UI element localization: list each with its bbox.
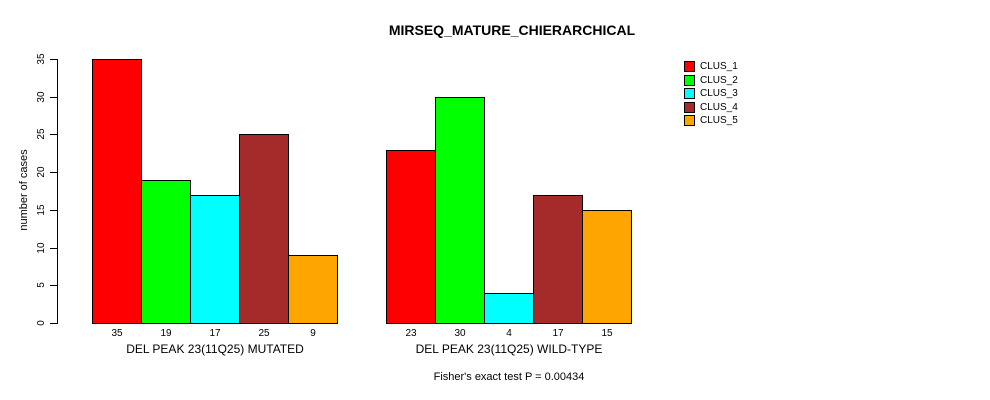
legend-swatch-CLUS_5	[684, 115, 695, 127]
legend: CLUS_1 CLUS_2 CLUS_3 CLUS_4 CLUS_5	[684, 60, 738, 128]
y-tick-label: 25	[36, 128, 47, 140]
y-tick-mark	[50, 210, 57, 211]
group-label: DEL PEAK 23(11Q25) WILD-TYPE	[415, 342, 603, 356]
legend-label: CLUS_2	[700, 74, 738, 86]
y-tick-label: 5	[36, 282, 47, 289]
y-tick-label: 30	[36, 91, 47, 103]
legend-swatch-CLUS_2	[684, 74, 695, 86]
bar-CLUS_2	[141, 179, 191, 324]
legend-label: CLUS_5	[700, 115, 738, 127]
y-tick-mark	[50, 248, 57, 249]
y-tick-mark	[50, 59, 57, 60]
bar-CLUS_3	[190, 194, 240, 324]
bar-CLUS_5	[288, 255, 338, 324]
y-tick-mark	[50, 172, 57, 173]
bar-value-label: 25	[258, 328, 270, 339]
bar-value-label: 35	[111, 328, 123, 339]
bar-CLUS_4	[533, 194, 583, 324]
footnote: Fisher's exact test P = 0.00434	[433, 371, 585, 383]
bar-CLUS_2	[435, 96, 485, 324]
y-tick-mark	[50, 134, 57, 135]
y-axis-line	[57, 59, 58, 324]
y-tick-mark	[50, 285, 57, 286]
bar-value-label: 4	[506, 328, 512, 339]
bar-value-label: 17	[209, 328, 221, 339]
legend-item: CLUS_2	[684, 74, 738, 88]
legend-swatch-CLUS_1	[684, 61, 695, 73]
bar-value-label: 19	[160, 328, 172, 339]
legend-label: CLUS_3	[700, 88, 738, 100]
bar-CLUS_1	[92, 59, 142, 324]
legend-item: CLUS_1	[684, 60, 738, 74]
legend-item: CLUS_4	[684, 101, 738, 115]
bar-value-label: 17	[552, 328, 564, 339]
bar-CLUS_1	[386, 149, 436, 324]
legend-item: CLUS_5	[684, 114, 738, 128]
bar-CLUS_4	[239, 134, 289, 324]
bar-CLUS_3	[484, 292, 534, 324]
bar-value-label: 9	[310, 328, 316, 339]
legend-swatch-CLUS_3	[684, 88, 695, 100]
bar-value-label: 23	[405, 328, 417, 339]
y-tick-mark	[50, 323, 57, 324]
y-tick-label: 15	[36, 204, 47, 216]
legend-label: CLUS_4	[700, 101, 738, 113]
y-tick-label: 10	[36, 242, 47, 254]
group-label: DEL PEAK 23(11Q25) MUTATED	[126, 342, 304, 356]
chart-title: MIRSEQ_MATURE_CHIERARCHICAL	[388, 22, 636, 38]
bar-CLUS_5	[582, 209, 632, 324]
legend-label: CLUS_1	[700, 61, 738, 73]
legend-swatch-CLUS_4	[684, 101, 695, 113]
bar-value-label: 15	[601, 328, 613, 339]
y-tick-label: 0	[36, 320, 47, 326]
y-tick-mark	[50, 97, 57, 98]
bar-value-label: 30	[454, 328, 466, 339]
y-tick-label: 35	[36, 53, 47, 65]
y-axis-label: number of cases	[18, 149, 30, 231]
legend-item: CLUS_3	[684, 87, 738, 101]
y-tick-label: 20	[36, 166, 47, 178]
